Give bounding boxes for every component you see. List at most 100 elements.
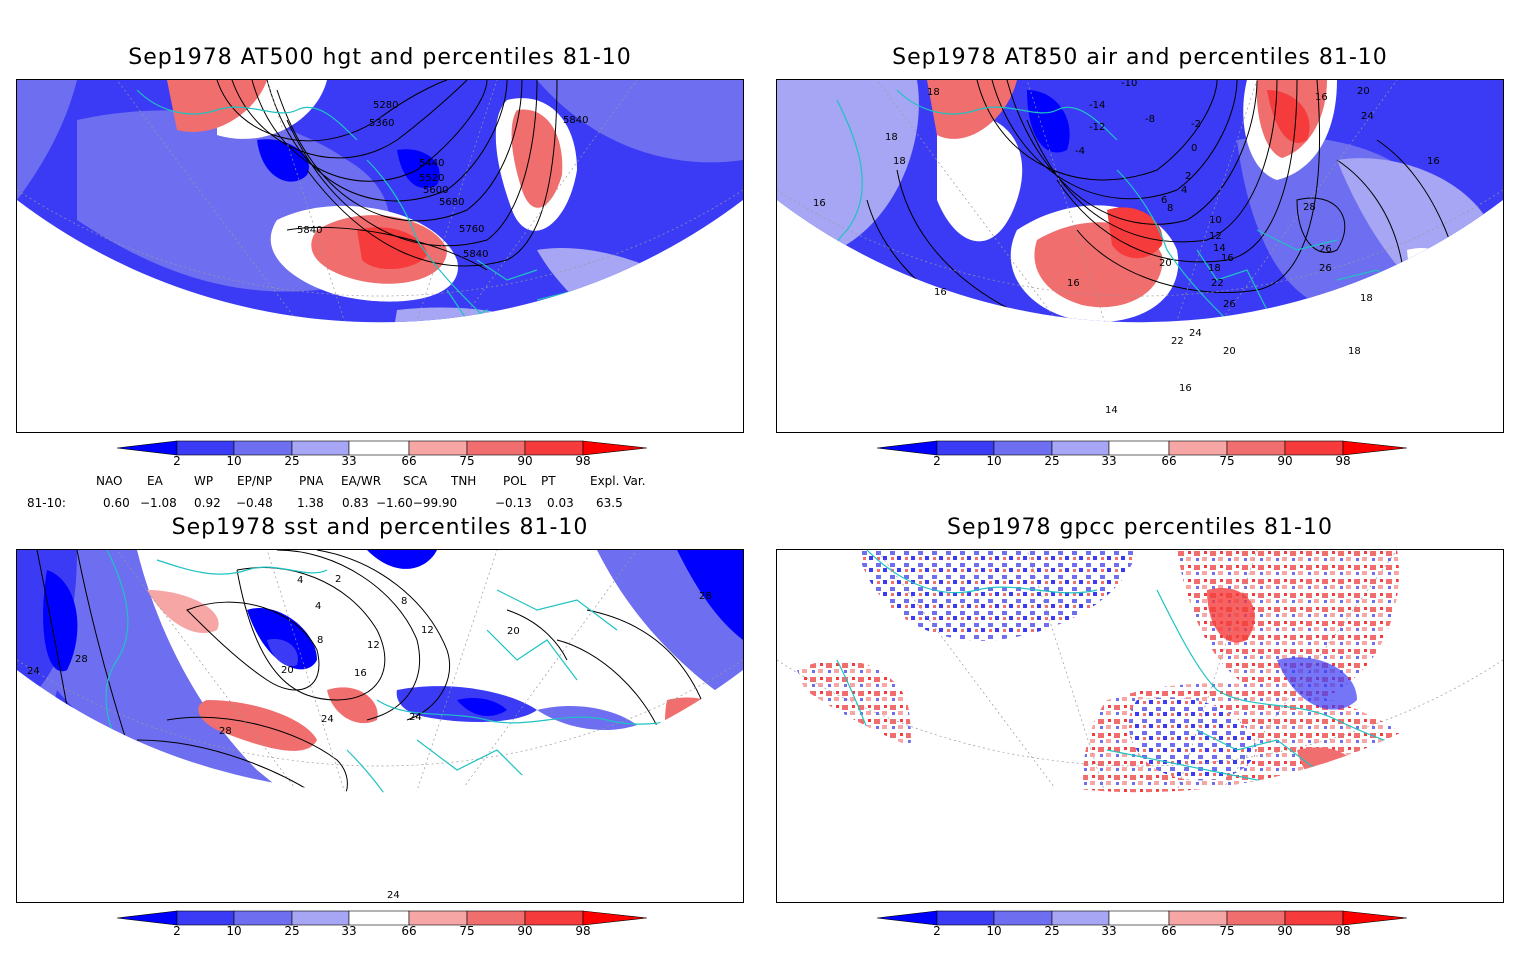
contour-label: 6 [1161,195,1167,206]
index-header: PT [541,474,556,488]
colorbar-label: 98 [575,454,591,468]
colorbar-svg [116,440,648,456]
colorbar-swatch [524,910,584,926]
colorbar-label: 66 [401,924,417,938]
colorbar-label: 33 [341,924,357,938]
contour-label: 18 [885,132,898,143]
colorbar-label: 90 [517,454,533,468]
map-panel-sst: 24 28 4 8 12 16 20 24 28 24 20 12 8 4 2 … [16,549,744,903]
contour-labels-air850: -10 -14 -12 -8 -2 -4 0 2 4 6 8 10 12 14 … [813,80,1440,416]
colorbar-label: 98 [1335,454,1351,468]
contour-label: 8 [401,596,407,607]
colorbar-swatch [176,440,235,456]
colorbar-swatch [348,910,410,926]
colorbar-swatch [116,440,178,456]
colorbar-swatch [291,910,350,926]
colorbar-label: 2 [173,924,181,938]
contour-label: 16 [934,287,947,298]
contour-labels-sst: 24 28 4 8 12 16 20 24 28 24 20 12 8 4 2 … [27,574,712,901]
colorbar-swatch [466,440,526,456]
contour-label: 26 [1223,299,1236,310]
colorbar-label: 25 [284,454,300,468]
contour-label: 0 [1191,143,1197,154]
colorbar-label: 75 [1219,454,1235,468]
contour-label: 16 [813,198,826,209]
colorbar-swatch [993,910,1053,926]
contour-label: 18 [927,87,940,98]
index-value: 0.83 [342,496,369,510]
index-value: −1.60−99.90 [376,496,458,510]
contour-label: 24 [387,890,400,901]
colorbar-swatch [1051,910,1110,926]
colorbar-label: 98 [575,924,591,938]
colorbar-label: 66 [1161,454,1177,468]
contour-label: 5840 [463,249,488,260]
index-value: −0.13 [495,496,532,510]
colorbar-label: 75 [459,454,475,468]
contour-label: -2 [1191,119,1201,130]
index-value: −1.08 [140,496,177,510]
contour-labels-hgt500: 5280 5360 5440 5520 5600 5680 5760 5840 … [297,100,588,260]
colorbar-label: 75 [459,924,475,938]
contour-label: 28 [75,654,88,665]
colorbar-swatch [1342,910,1408,926]
colorbar-swatch [233,910,293,926]
colorbar-label: 10 [986,924,1002,938]
colorbar-swatch [1226,440,1286,456]
contour-label: 2 [1185,171,1191,182]
panel-title-gpcc: Sep1978 gpcc percentiles 81-10 [947,515,1333,540]
contour-label: 4 [1181,185,1187,196]
contour-label: 18 [1360,293,1373,304]
index-header: EA/WR [341,474,382,488]
contour-label: 20 [507,626,520,637]
colorbar-svg [876,440,1408,456]
colorbar-label: 33 [1101,924,1117,938]
index-header: PNA [299,474,324,488]
contour-label: 20 [1223,346,1236,357]
contour-label: 5440 [419,158,444,169]
colorbar-swatch [1342,440,1408,456]
contour-label: 16 [1179,383,1192,394]
colorbar-label: 25 [1044,454,1060,468]
colorbar-swatch [408,910,468,926]
contour-label: 5600 [423,185,448,196]
contour-label: 5360 [369,118,394,129]
colorbar-swatch [233,440,293,456]
contour-label: 5680 [439,197,464,208]
contour-label: 5840 [563,115,588,126]
contour-label: 5520 [419,173,444,184]
colorbar-label: 98 [1335,924,1351,938]
colorbar-svg [876,910,1408,926]
colorbar-swatch [291,440,350,456]
colorbar-swatch [1051,440,1110,456]
contour-label: 24 [1189,328,1202,339]
contour-label: 4 [297,575,303,586]
index-value: 0.92 [194,496,221,510]
panel-title-air850: Sep1978 AT850 air and percentiles 81-10 [892,45,1388,70]
contour-label: -14 [1089,100,1105,111]
contour-label: 28 [219,726,232,737]
contour-label: 5840 [297,225,322,236]
index-row-label: 81-10: [27,496,66,510]
contour-label: 8 [317,635,323,646]
colorbar-swatch [1284,440,1344,456]
contour-label: 24 [27,666,40,677]
index-header: WP [194,474,214,488]
colorbar-swatch [936,440,995,456]
index-value: −0.48 [236,496,273,510]
map-panel-hgt500: 5280 5360 5440 5520 5600 5680 5760 5840 … [16,79,744,433]
map-panel-air850: -10 -14 -12 -8 -2 -4 0 2 4 6 8 10 12 14 … [776,79,1504,433]
contour-label: 18 [1208,263,1221,274]
contour-label: -12 [1089,122,1105,133]
contour-label: 16 [354,668,367,679]
colorbar-label: 25 [1044,924,1060,938]
index-header: NAO [96,474,123,488]
colorbar-label: 10 [226,924,242,938]
contour-label: 5280 [373,100,398,111]
colorbar-swatch [524,440,584,456]
colorbar-top-left: 2 10 25 33 66 75 90 98 [116,440,648,484]
contour-label: 12 [367,640,380,651]
colorbar-label: 2 [933,454,941,468]
contour-label: 16 [1067,278,1080,289]
contour-label: 16 [1315,92,1328,103]
